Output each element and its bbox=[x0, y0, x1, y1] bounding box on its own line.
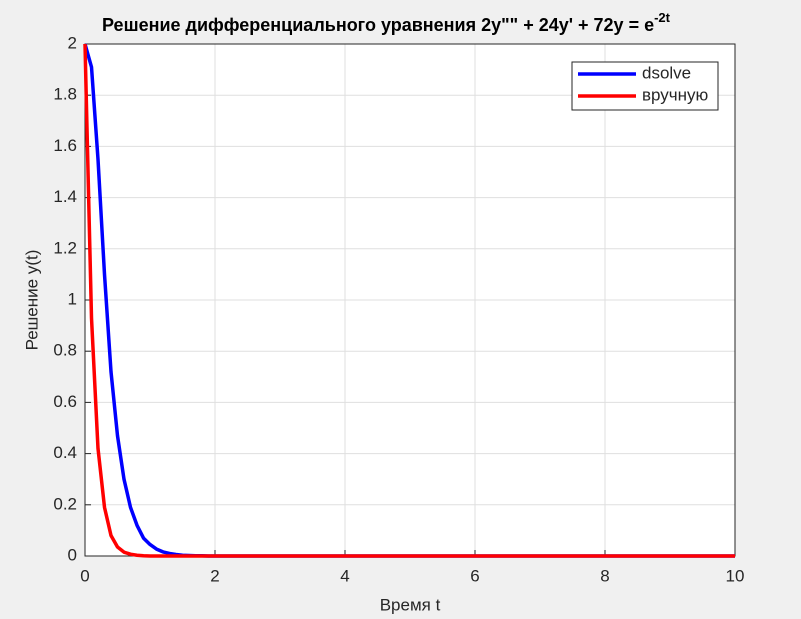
x-tick-label: 2 bbox=[210, 566, 219, 585]
x-axis-label: Время t bbox=[380, 595, 441, 614]
x-tick-label: 4 bbox=[340, 566, 349, 585]
title-superscript: -2t bbox=[654, 10, 671, 25]
y-tick-label: 0.6 bbox=[53, 392, 77, 411]
y-tick-label: 1.8 bbox=[53, 85, 77, 104]
chart-title: Решение дифференциального уравнения 2y""… bbox=[102, 10, 671, 34]
x-tick-label: 0 bbox=[80, 566, 89, 585]
y-tick-label: 0 bbox=[68, 545, 77, 564]
y-axis-label: Решение y(t) bbox=[22, 250, 41, 351]
data-line bbox=[83, 43, 735, 558]
y-tick-label: 2 bbox=[68, 33, 77, 52]
legend-label: dsolve bbox=[642, 63, 691, 82]
x-tick-label: 8 bbox=[600, 566, 609, 585]
legend-label: вручную bbox=[642, 85, 709, 104]
y-tick-label: 1 bbox=[68, 289, 77, 308]
title-main: Решение дифференциального уравнения 2y""… bbox=[102, 15, 654, 35]
y-tick-label: 1.6 bbox=[53, 136, 77, 155]
legend-box bbox=[571, 61, 719, 111]
y-tick-label: 0.2 bbox=[53, 494, 77, 513]
y-tick-label: 0.4 bbox=[53, 443, 77, 462]
y-tick-label: 1.2 bbox=[53, 238, 77, 257]
y-tick-label: 0.8 bbox=[53, 341, 77, 360]
x-tick-label: 6 bbox=[470, 566, 479, 585]
y-tick-label: 1.4 bbox=[53, 187, 77, 206]
x-tick-label: 10 bbox=[726, 566, 745, 585]
